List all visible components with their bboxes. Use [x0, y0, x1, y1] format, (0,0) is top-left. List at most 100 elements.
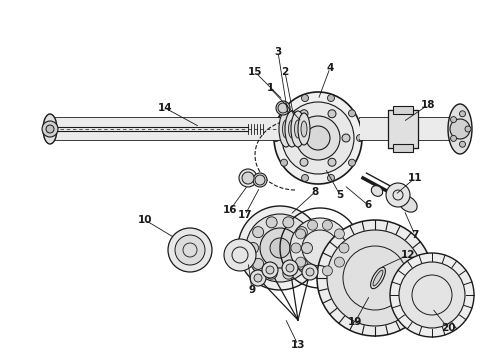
Circle shape: [175, 235, 205, 265]
Circle shape: [390, 253, 474, 337]
Text: 7: 7: [411, 230, 418, 240]
Circle shape: [306, 268, 314, 276]
Circle shape: [291, 243, 301, 253]
Ellipse shape: [301, 121, 307, 137]
Text: 17: 17: [238, 210, 252, 220]
Circle shape: [460, 111, 465, 117]
Text: 10: 10: [138, 215, 152, 225]
Text: 1: 1: [267, 83, 273, 93]
Circle shape: [278, 103, 288, 113]
Text: 11: 11: [408, 173, 422, 183]
Circle shape: [283, 268, 294, 279]
Text: 14: 14: [158, 103, 172, 113]
Bar: [393, 144, 413, 152]
Text: 16: 16: [223, 205, 237, 215]
Circle shape: [282, 102, 354, 174]
Ellipse shape: [448, 104, 472, 154]
Circle shape: [296, 116, 340, 160]
Ellipse shape: [289, 120, 295, 138]
Text: 8: 8: [311, 187, 318, 197]
Circle shape: [328, 158, 336, 166]
Ellipse shape: [239, 169, 257, 187]
Circle shape: [301, 175, 309, 181]
Circle shape: [224, 239, 256, 271]
Circle shape: [247, 243, 259, 253]
Circle shape: [302, 264, 318, 280]
Circle shape: [272, 135, 279, 141]
Circle shape: [238, 206, 322, 290]
Circle shape: [327, 95, 335, 102]
Circle shape: [348, 110, 355, 117]
Text: 2: 2: [281, 67, 289, 77]
Ellipse shape: [283, 120, 290, 138]
Ellipse shape: [373, 270, 383, 286]
Text: 9: 9: [248, 285, 256, 295]
Text: 18: 18: [421, 100, 435, 110]
Circle shape: [399, 262, 465, 328]
Circle shape: [348, 159, 355, 166]
Circle shape: [334, 229, 344, 239]
Circle shape: [450, 119, 470, 139]
Circle shape: [295, 229, 306, 239]
Circle shape: [250, 270, 266, 286]
Circle shape: [286, 264, 294, 272]
Circle shape: [308, 220, 318, 230]
Ellipse shape: [253, 173, 267, 187]
Circle shape: [339, 243, 349, 253]
Text: 13: 13: [291, 340, 305, 350]
Circle shape: [246, 214, 314, 282]
Circle shape: [322, 266, 332, 276]
Circle shape: [300, 158, 308, 166]
Circle shape: [465, 126, 471, 132]
Text: 12: 12: [401, 250, 415, 260]
Circle shape: [286, 134, 294, 142]
Circle shape: [296, 258, 307, 269]
Ellipse shape: [399, 196, 417, 212]
Text: 15: 15: [248, 67, 262, 77]
Circle shape: [253, 258, 264, 269]
Circle shape: [460, 141, 465, 147]
Circle shape: [296, 227, 307, 238]
Circle shape: [242, 172, 254, 184]
Circle shape: [266, 268, 277, 279]
Ellipse shape: [370, 267, 386, 289]
Circle shape: [270, 238, 290, 258]
Ellipse shape: [274, 92, 362, 184]
Text: 6: 6: [365, 200, 371, 210]
Circle shape: [300, 110, 308, 118]
Ellipse shape: [276, 101, 290, 115]
Circle shape: [450, 135, 457, 141]
Circle shape: [290, 218, 350, 278]
Circle shape: [282, 260, 298, 276]
Text: 20: 20: [441, 323, 455, 333]
Circle shape: [255, 175, 265, 185]
Ellipse shape: [291, 111, 305, 147]
Bar: [50, 118, 295, 140]
Circle shape: [328, 110, 336, 118]
Circle shape: [301, 243, 313, 253]
Ellipse shape: [285, 111, 299, 147]
Text: 3: 3: [274, 47, 282, 57]
Circle shape: [306, 126, 330, 150]
Text: 4: 4: [326, 63, 334, 73]
Ellipse shape: [279, 111, 293, 147]
Ellipse shape: [371, 186, 383, 196]
Circle shape: [322, 220, 332, 230]
Circle shape: [42, 121, 58, 137]
Circle shape: [260, 228, 300, 268]
Circle shape: [254, 274, 262, 282]
Circle shape: [266, 266, 274, 274]
Circle shape: [308, 266, 318, 276]
Circle shape: [342, 134, 350, 142]
Circle shape: [168, 228, 212, 272]
Circle shape: [280, 110, 288, 117]
Text: 5: 5: [336, 190, 343, 200]
Circle shape: [317, 220, 433, 336]
Circle shape: [334, 257, 344, 267]
Circle shape: [46, 125, 54, 133]
Circle shape: [301, 95, 309, 102]
Circle shape: [262, 262, 278, 278]
Circle shape: [253, 227, 264, 238]
Circle shape: [283, 217, 294, 228]
Ellipse shape: [294, 120, 301, 138]
